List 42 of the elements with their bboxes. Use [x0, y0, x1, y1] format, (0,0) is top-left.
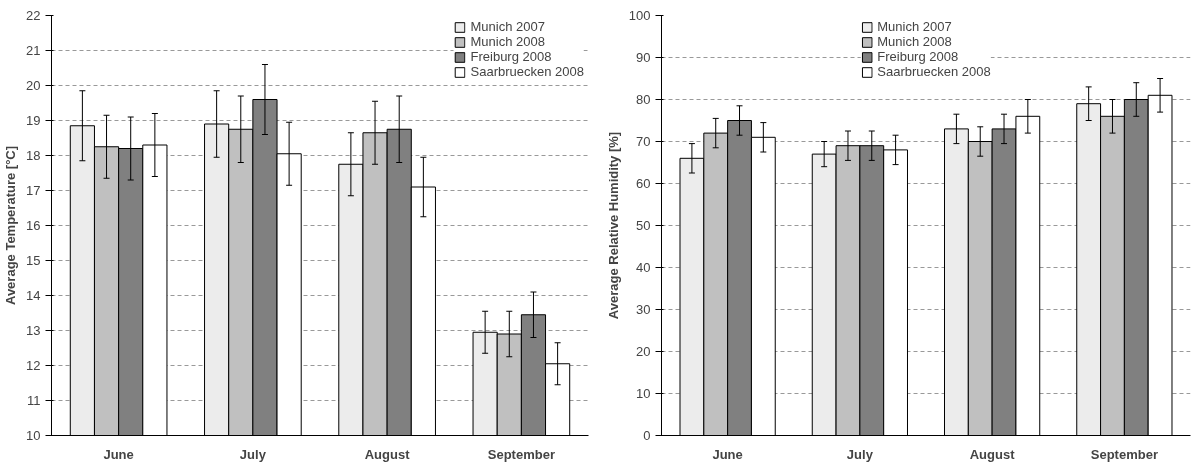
x-tick-label: July	[846, 446, 874, 462]
y-tick-label: 19	[26, 113, 41, 128]
x-tick-label: September	[1090, 446, 1158, 462]
y-tick-label: 10	[636, 386, 651, 401]
legend-label: Saarbruecken 2008	[470, 64, 584, 79]
y-tick-label: 0	[643, 428, 651, 443]
legend-label: Freiburg 2008	[877, 49, 959, 64]
y-tick-label: 22	[26, 8, 41, 23]
y-tick-label: 15	[26, 253, 41, 268]
y-tick-label: 20	[26, 78, 41, 93]
y-tick-label: 21	[26, 43, 41, 58]
x-tick-label: August	[969, 446, 1016, 462]
legend-label: Munich 2007	[877, 19, 952, 34]
x-tick-label: August	[364, 446, 411, 462]
legend-label: Freiburg 2008	[470, 49, 552, 64]
legend-label: Munich 2007	[470, 19, 545, 34]
y-tick-label: 50	[636, 218, 651, 233]
y-axis-title: Average Temperature [°C]	[3, 145, 19, 306]
y-tick-label: 90	[636, 50, 651, 65]
y-tick-label: 16	[26, 218, 41, 233]
y-tick-label: 70	[636, 134, 651, 149]
x-tick-label: June	[712, 446, 743, 462]
y-tick-label: 13	[26, 323, 41, 338]
y-tick-label: 14	[26, 288, 41, 303]
y-tick-label: 100	[628, 8, 651, 23]
y-tick-label: 40	[636, 260, 651, 275]
legend-label: Munich 2008	[877, 34, 952, 49]
legend-label: Saarbruecken 2008	[877, 64, 991, 79]
y-tick-label: 11	[27, 393, 41, 408]
x-tick-label: September	[487, 446, 555, 462]
y-tick-label: 12	[26, 358, 41, 373]
y-tick-label: 20	[636, 344, 651, 359]
y-axis-title: Average Relative Humidity [%]	[605, 131, 621, 320]
y-tick-label: 10	[26, 428, 41, 443]
y-tick-label: 60	[636, 176, 651, 191]
y-tick-label: 30	[636, 302, 651, 317]
y-tick-label: 17	[26, 183, 41, 198]
y-tick-label: 80	[636, 92, 651, 107]
x-tick-label: July	[239, 446, 267, 462]
y-tick-label: 18	[26, 148, 41, 163]
legend-label: Munich 2008	[470, 34, 545, 49]
x-tick-label: June	[103, 446, 134, 462]
